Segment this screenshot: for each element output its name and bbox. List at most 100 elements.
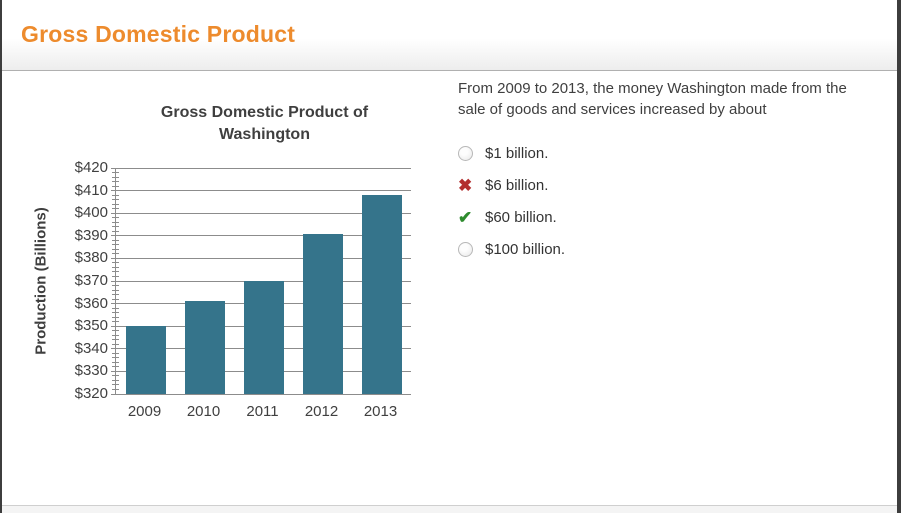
y-axis-minor-tick: [112, 226, 119, 228]
y-axis-minor-tick: [112, 271, 119, 273]
answer-option[interactable]: ✖ $6 billion.: [458, 174, 878, 196]
page-header: Gross Domestic Product: [2, 0, 897, 71]
y-axis-major-tick: [111, 280, 120, 282]
incorrect-x-icon: ✖: [458, 175, 473, 195]
y-axis-major-tick: [111, 303, 120, 305]
x-tick-label: 2009: [127, 403, 162, 420]
y-axis-minor-tick: [112, 289, 119, 291]
y-axis-minor-tick: [112, 343, 119, 345]
bar-2009: [125, 326, 166, 394]
y-axis-major-tick: [111, 190, 120, 192]
gridline: [116, 190, 411, 192]
y-tick-label: $420: [74, 159, 108, 176]
y-axis-minor-tick: [112, 239, 119, 241]
y-axis-major-tick: [111, 370, 120, 372]
y-axis-minor-tick: [112, 230, 119, 232]
answer-option[interactable]: ✔ $60 billion.: [458, 206, 878, 228]
y-axis-minor-tick: [112, 357, 119, 359]
y-axis-major-tick: [111, 235, 120, 237]
option-label: $100 billion.: [485, 240, 566, 258]
y-axis-minor-tick: [112, 298, 119, 300]
y-axis-minor-tick: [112, 312, 119, 314]
correct-check-icon: ✔: [458, 207, 473, 227]
y-axis-minor-tick: [112, 321, 119, 323]
y-tick-label: $400: [74, 204, 108, 222]
bar-2012: [302, 234, 343, 394]
y-tick-label: $410: [74, 181, 108, 199]
y-axis-minor-tick: [112, 375, 119, 377]
x-tick-label: 2010: [186, 403, 221, 420]
option-label: $6 billion.: [485, 176, 549, 194]
plot-area: [111, 167, 411, 395]
y-axis-major-tick: [111, 348, 120, 350]
y-axis-minor-tick: [112, 194, 119, 196]
page-title: Gross Domestic Product: [21, 21, 296, 47]
bar-2011: [243, 281, 284, 394]
y-axis-minor-tick: [112, 285, 119, 287]
y-axis-minor-tick: [112, 217, 119, 219]
y-axis-minor-tick: [112, 352, 119, 354]
y-axis-minor-tick: [112, 294, 119, 296]
y-axis-minor-tick: [112, 244, 119, 246]
y-axis-minor-tick: [112, 203, 119, 205]
y-axis-minor-tick: [112, 221, 119, 223]
y-axis-minor-tick: [112, 199, 119, 201]
option-marker-cell: ✖: [458, 177, 485, 194]
y-axis-minor-tick: [112, 208, 119, 210]
y-axis-minor-tick: [112, 248, 119, 250]
option-marker-cell: ✔: [458, 209, 485, 226]
y-tick-label: $390: [74, 226, 108, 244]
y-axis-minor-tick: [112, 181, 119, 183]
option-marker-cell: [458, 241, 485, 257]
answer-options: $1 billion. ✖ $6 billion. ✔ $60 billion. $100…: [458, 142, 878, 260]
chart-title: Gross Domestic Product of Washington: [160, 104, 369, 143]
y-axis-minor-tick: [112, 185, 119, 187]
gdp-bar-chart: Gross Domestic Product of Washington Pro…: [32, 88, 452, 438]
option-marker-cell: [458, 145, 485, 161]
question-prompt: From 2009 to 2013, the money Washington …: [458, 80, 847, 118]
gridline: [116, 212, 411, 214]
y-axis-minor-tick: [112, 266, 119, 268]
y-tick-label: $350: [74, 317, 108, 335]
y-axis-minor-tick: [112, 262, 119, 264]
y-axis-minor-tick: [112, 379, 119, 381]
gridline: [116, 257, 411, 259]
y-axis-major-tick: [111, 325, 120, 327]
question-panel: From 2009 to 2013, the money Washington …: [458, 78, 878, 270]
y-tick-label: $370: [74, 272, 108, 289]
y-axis-major-tick: [111, 393, 120, 395]
y-axis-minor-tick: [112, 361, 119, 363]
y-axis-minor-tick: [112, 339, 119, 341]
option-label: $60 billion.: [485, 208, 557, 226]
y-axis-minor-tick: [112, 384, 119, 386]
y-axis-minor-tick: [112, 388, 119, 390]
y-axis-major-tick: [111, 212, 120, 214]
x-tick-label: 2012: [304, 403, 339, 420]
y-axis-major-tick: [111, 257, 120, 259]
radio-button-icon[interactable]: [458, 145, 473, 161]
y-axis-minor-tick: [112, 172, 119, 174]
bar-2013: [361, 195, 402, 394]
gridline: [116, 167, 411, 169]
footer-bar: [2, 505, 897, 513]
y-tick-label: $330: [74, 362, 108, 380]
answer-option[interactable]: $1 billion.: [458, 142, 878, 164]
y-tick-label: $320: [74, 385, 108, 402]
y-axis-minor-tick: [112, 176, 119, 178]
y-tick-label: $340: [74, 339, 108, 357]
y-tick-label: $380: [74, 249, 108, 267]
radio-button-icon[interactable]: [458, 241, 473, 257]
x-tick-label: 2013: [363, 403, 398, 420]
bar-2010: [184, 301, 225, 394]
y-axis-minor-tick: [112, 330, 119, 332]
y-axis-minor-tick: [112, 316, 119, 318]
y-tick-label: $360: [74, 294, 108, 312]
x-tick-label: 2011: [246, 403, 279, 420]
y-axis-minor-tick: [112, 307, 119, 309]
y-axis-minor-tick: [112, 275, 119, 277]
y-axis-minor-tick: [112, 366, 119, 368]
answer-option[interactable]: $100 billion.: [458, 238, 878, 260]
option-label: $1 billion.: [485, 144, 549, 162]
gridline: [116, 235, 411, 237]
